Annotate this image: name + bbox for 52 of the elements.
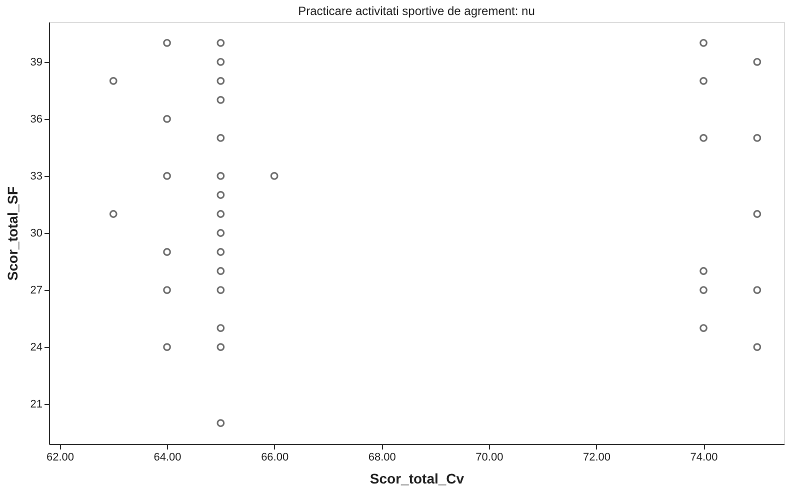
point	[753, 210, 762, 218]
y-tick-label: 27	[30, 284, 42, 297]
x-tick-label: 70.00	[476, 452, 504, 464]
point	[753, 286, 762, 294]
point	[163, 343, 171, 352]
point	[216, 419, 225, 428]
y-tick-label: 21	[30, 398, 42, 411]
y-tick-label: 33	[30, 170, 42, 182]
point	[216, 267, 225, 275]
x-tick-label: 66.00	[261, 452, 289, 464]
point	[163, 248, 171, 256]
point	[216, 229, 225, 237]
point	[216, 38, 225, 47]
point	[753, 134, 762, 142]
point	[163, 114, 171, 123]
y-tick-label: 39	[30, 56, 42, 68]
point	[700, 134, 708, 142]
point	[216, 96, 225, 104]
x-tick-label: 72.00	[582, 452, 610, 464]
x-tick-label: 74.00	[690, 452, 718, 464]
point	[700, 267, 708, 275]
point	[216, 172, 225, 180]
point	[753, 58, 762, 66]
x-tick-label: 62.00	[46, 452, 74, 464]
x-axis-title: Scor_total_Cv	[370, 470, 464, 486]
y-tick-label: 36	[30, 113, 42, 126]
y-tick-label: 30	[30, 228, 42, 240]
point	[216, 76, 225, 85]
point	[216, 343, 225, 352]
point	[270, 172, 278, 180]
point	[753, 343, 762, 352]
point	[109, 76, 118, 85]
point	[216, 324, 225, 332]
point	[216, 58, 225, 66]
point	[700, 286, 708, 294]
x-tick-label: 64.00	[154, 452, 182, 464]
chart-title: Practicare activitati sportive de agrement: nu	[298, 4, 535, 18]
point	[216, 286, 225, 294]
point	[163, 172, 171, 180]
point	[216, 134, 225, 142]
point	[163, 38, 171, 47]
point	[216, 210, 225, 218]
point	[700, 76, 708, 85]
point	[216, 191, 225, 199]
y-axis-title: Scor_total_SF	[4, 186, 20, 281]
point	[700, 324, 708, 332]
y-tick-label: 24	[30, 342, 42, 354]
point	[109, 210, 118, 218]
point	[163, 286, 171, 294]
point	[700, 38, 708, 47]
x-tick-label: 68.00	[368, 452, 396, 464]
point	[216, 248, 225, 256]
